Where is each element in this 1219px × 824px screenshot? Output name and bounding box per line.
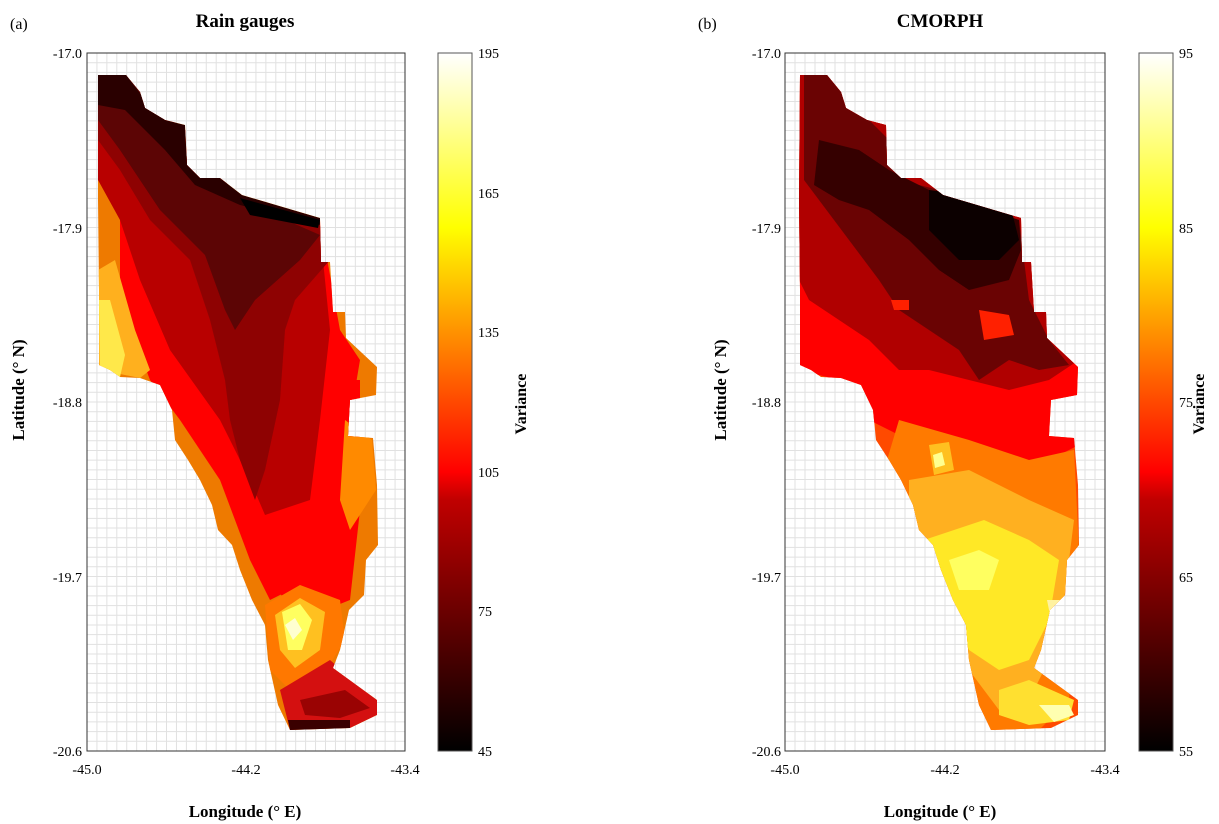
colorbar-tick: 135	[478, 326, 499, 341]
plot-area	[86, 52, 406, 752]
y-ticks: -17.0 -17.9 -18.8 -19.7 -20.6	[53, 47, 82, 760]
y-tick: -19.7	[53, 571, 82, 586]
x-ticks: -45.0 -44.2 -43.4	[72, 763, 419, 778]
colorbar-tick: 195	[478, 47, 499, 62]
x-tick: -44.2	[930, 763, 959, 778]
plot-area	[784, 52, 1106, 752]
y-tick: -17.9	[53, 222, 82, 237]
y-tick: -17.0	[53, 47, 82, 62]
panel-label: (b)	[698, 16, 717, 33]
colorbar-label: Variance	[513, 374, 530, 435]
x-axis-label: Longitude (° E)	[189, 802, 302, 821]
colorbar-tick: 85	[1179, 222, 1193, 237]
y-ticks: -17.0 -17.9 -18.8 -19.7 -20.6	[752, 47, 781, 760]
panel-rain-gauges: (a) Rain gauges	[0, 0, 609, 824]
colorbar-label: Variance	[1191, 374, 1208, 435]
y-tick: -20.6	[53, 745, 82, 760]
contour-region-2	[288, 720, 350, 730]
x-tick: -43.4	[1090, 763, 1119, 778]
x-axis-label: Longitude (° E)	[884, 802, 997, 821]
y-tick: -20.6	[752, 745, 781, 760]
chart-rain-gauges: (a) Rain gauges	[9, 11, 530, 821]
x-ticks: -45.0 -44.2 -43.4	[770, 763, 1119, 778]
colorbar-tick: 165	[478, 187, 499, 202]
contour-field	[98, 75, 378, 730]
colorbar-tick: 75	[478, 605, 492, 620]
panel-label: (a)	[10, 16, 28, 33]
panel-cmorph: (b) CMORPH	[609, 0, 1218, 824]
y-axis-label: Latitude (° N)	[711, 339, 730, 440]
plot-frame	[784, 52, 1106, 752]
chart-title: Rain gauges	[196, 11, 295, 32]
colorbar-tick: 45	[478, 745, 492, 760]
y-tick: -18.8	[53, 396, 82, 411]
y-tick: -17.0	[752, 47, 781, 62]
colorbar-tick: 95	[1179, 47, 1193, 62]
y-tick: -18.8	[752, 396, 781, 411]
colorbar-tick: 105	[478, 466, 499, 481]
y-tick: -17.9	[752, 222, 781, 237]
chart-title: CMORPH	[897, 11, 984, 32]
x-tick: -44.2	[231, 763, 260, 778]
colorbar-tick: 65	[1179, 571, 1193, 586]
chart-cmorph: (b) CMORPH	[698, 11, 1208, 821]
contour-region-2	[933, 452, 945, 468]
x-tick: -45.0	[770, 763, 799, 778]
colorbar-tick: 55	[1179, 745, 1193, 760]
colorbar-tick: 75	[1179, 396, 1193, 411]
colorbar: 195 165 135 105 75 45 Variance	[437, 47, 530, 760]
x-tick: -45.0	[72, 763, 101, 778]
y-tick: -19.7	[752, 571, 781, 586]
x-tick: -43.4	[390, 763, 419, 778]
colorbar: 95 85 75 65 55 Variance	[1138, 47, 1208, 760]
plot-frame	[86, 52, 406, 752]
y-axis-label: Latitude (° N)	[9, 339, 28, 440]
